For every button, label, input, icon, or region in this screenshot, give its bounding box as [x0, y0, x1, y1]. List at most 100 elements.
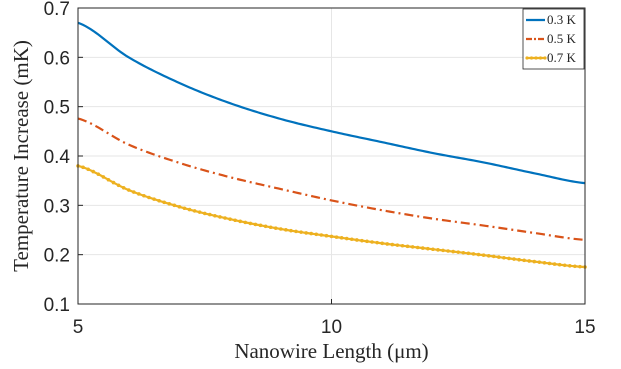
- legend-entry-label: 0.7 K: [547, 50, 577, 65]
- series-point: [532, 259, 537, 264]
- series-point: [106, 177, 111, 182]
- series-point: [167, 202, 172, 206]
- series-point: [101, 175, 106, 179]
- series-point: [126, 188, 131, 192]
- y-tick-label: 0.1: [44, 295, 70, 316]
- x-tick-label: 5: [73, 317, 84, 338]
- y-tick-label: 0.4: [44, 147, 71, 168]
- series-point: [436, 248, 440, 252]
- series-point: [304, 231, 308, 235]
- series-point: [172, 203, 177, 208]
- series-point: [213, 213, 217, 218]
- series-point: [471, 252, 476, 256]
- series-point: [557, 262, 562, 267]
- series-point: [527, 259, 532, 263]
- series-point: [253, 222, 258, 227]
- series-point: [486, 253, 491, 258]
- legend-swatch-point: [543, 56, 547, 60]
- series-point: [142, 193, 146, 198]
- legend-swatch-point: [525, 56, 529, 60]
- series-point: [410, 245, 415, 249]
- y-tick-label: 0.6: [44, 48, 70, 69]
- series-point: [268, 225, 273, 230]
- legend-entry-label: 0.5 K: [547, 31, 577, 46]
- series-point: [562, 263, 567, 268]
- series-point: [507, 256, 511, 261]
- series-point: [395, 243, 400, 247]
- series-point: [481, 253, 486, 257]
- series-markers-2: [76, 164, 587, 269]
- series-point: [578, 264, 582, 269]
- y-tick-label: 0.7: [44, 0, 70, 20]
- legend-swatch-point: [534, 56, 538, 60]
- y-tick-label: 0.3: [44, 196, 70, 217]
- series-point: [96, 172, 101, 176]
- series-point: [177, 205, 182, 209]
- series-point: [324, 233, 329, 238]
- series-point: [370, 240, 374, 244]
- series-point: [279, 227, 283, 231]
- series-point: [360, 238, 364, 243]
- series-point: [502, 255, 506, 260]
- y-tick-label: 0.2: [44, 246, 70, 267]
- series-point: [299, 230, 303, 234]
- series-point: [187, 207, 192, 212]
- series-point: [208, 212, 212, 217]
- y-axis-label: Temperature Increase (mK): [9, 40, 33, 272]
- axis-ticks: 5 10 15 0.1 0.2 0.3 0.4 0.5 0.6 0.7: [44, 0, 596, 338]
- series-point: [111, 180, 116, 185]
- series-point: [162, 200, 166, 205]
- series-point: [415, 245, 420, 250]
- series-point: [405, 244, 410, 249]
- series-point: [116, 183, 121, 188]
- series-point: [512, 257, 516, 261]
- series-point: [284, 228, 288, 232]
- series-point: [431, 247, 435, 252]
- series-point: [385, 242, 390, 246]
- series-point: [466, 251, 471, 256]
- series-point: [228, 217, 232, 221]
- series-point: [567, 264, 572, 268]
- series-point: [314, 232, 319, 237]
- series-point: [147, 195, 151, 200]
- series-point: [537, 260, 542, 264]
- series-point: [344, 236, 349, 241]
- series-point: [182, 206, 187, 211]
- series-point: [552, 262, 557, 266]
- series-point: [400, 243, 405, 248]
- x-axis-label: Nanowire Length (μm): [234, 339, 428, 363]
- series-point: [390, 242, 395, 247]
- series-point: [461, 250, 466, 255]
- series-point: [456, 250, 461, 254]
- y-tick-label: 0.5: [44, 98, 70, 119]
- series-layer: [76, 21, 587, 269]
- series-point: [218, 215, 222, 219]
- series-point: [319, 233, 324, 237]
- series-point: [542, 261, 547, 265]
- series-point: [121, 186, 126, 190]
- series-point: [491, 254, 496, 259]
- series-point: [476, 252, 481, 257]
- series-point: [349, 237, 354, 242]
- series-point: [91, 169, 96, 174]
- series-point: [248, 221, 253, 226]
- series-point: [334, 235, 339, 239]
- series-point: [263, 224, 268, 229]
- series-point: [446, 249, 450, 253]
- series-point: [497, 255, 501, 259]
- series-point: [131, 190, 136, 194]
- series-point: [522, 258, 526, 263]
- legend-swatch-point: [538, 56, 543, 60]
- x-tick-label: 10: [321, 317, 342, 338]
- series-point: [233, 218, 237, 223]
- series-point: [573, 264, 577, 269]
- series-point: [202, 211, 207, 216]
- series-point: [197, 210, 202, 214]
- series-point: [426, 246, 430, 251]
- series-point: [223, 216, 227, 220]
- series-point: [329, 234, 334, 239]
- series-point: [289, 228, 293, 233]
- series-point: [192, 209, 197, 213]
- series-point: [547, 261, 552, 266]
